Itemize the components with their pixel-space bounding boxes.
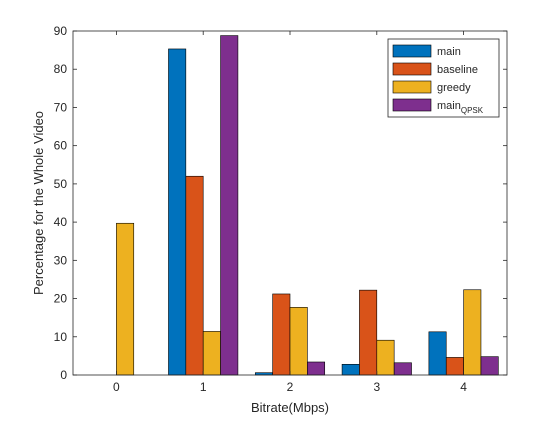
- y-tick-label: 90: [54, 24, 68, 38]
- legend-swatch: [392, 62, 432, 76]
- legend-swatch: [392, 80, 432, 94]
- y-tick-label: 30: [54, 253, 68, 267]
- bar-series3-cat2: [289, 307, 308, 376]
- bar-series1-cat4: [428, 331, 447, 376]
- bar-series3-cat1: [202, 331, 221, 376]
- bars-layer: [116, 35, 499, 376]
- x-tick-label: 2: [287, 380, 294, 394]
- bar-series3-cat3: [376, 339, 395, 376]
- legend-entry-label: baseline: [437, 64, 478, 76]
- bar-series3-cat4: [463, 289, 482, 376]
- bar-series2-cat3: [359, 289, 378, 376]
- x-tick-label: 4: [460, 380, 467, 394]
- bar-series1-cat1: [168, 48, 187, 376]
- x-tick-label: 1: [200, 380, 207, 394]
- y-tick-label: 80: [54, 62, 68, 76]
- bar-series3-cat0: [116, 222, 135, 376]
- legend-entry-label: main: [437, 46, 461, 58]
- y-tick-label: 20: [54, 292, 68, 306]
- x-tick-label: 0: [113, 380, 120, 394]
- y-axis-label: Percentage for the Whole Video: [31, 111, 46, 295]
- y-tick-label: 50: [54, 177, 68, 191]
- x-tick-label: 3: [373, 380, 380, 394]
- legend-swatch: [392, 44, 432, 58]
- bar-series4-cat4: [480, 356, 499, 376]
- legend-entry-subscript: QPSK: [461, 106, 484, 115]
- bar-series1-cat3: [341, 363, 360, 376]
- bar-series2-cat2: [272, 293, 291, 376]
- legend-entry-label: greedy: [437, 82, 471, 94]
- bar-series4-cat3: [393, 362, 412, 376]
- x-axis-label: Bitrate(Mbps): [251, 400, 329, 415]
- y-tick-label: 10: [54, 330, 68, 344]
- bar-series4-cat1: [220, 35, 239, 376]
- bar-series2-cat1: [185, 175, 204, 376]
- y-tick-label: 40: [54, 215, 68, 229]
- bar-series2-cat4: [445, 357, 464, 376]
- bar-series4-cat2: [307, 361, 326, 376]
- y-tick-label: 70: [54, 100, 68, 114]
- legend-swatch: [392, 98, 432, 112]
- y-tick-label: 60: [54, 139, 68, 153]
- y-tick-label: 0: [60, 368, 67, 382]
